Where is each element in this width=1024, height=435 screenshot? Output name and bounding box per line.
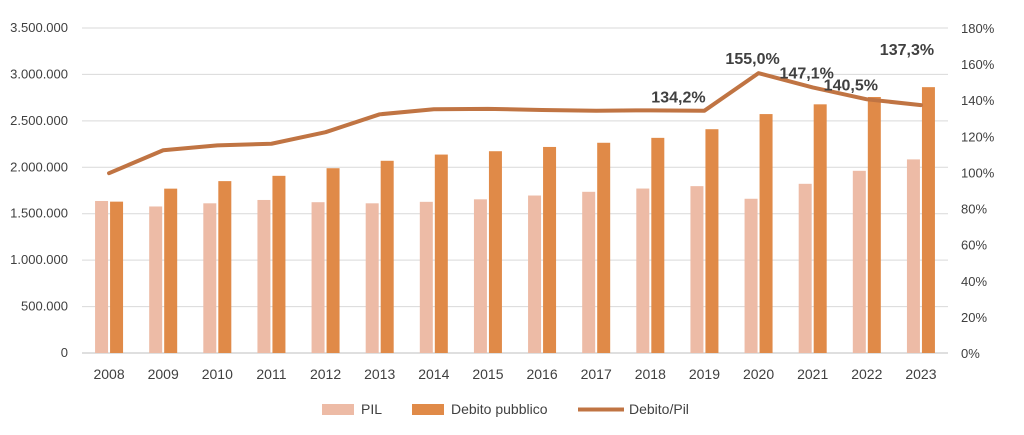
data-label: 137,3%: [880, 42, 934, 59]
legend-label-pil: PIL: [361, 401, 382, 417]
bar-debito-pubblico: [597, 142, 611, 353]
bar-debito-pubblico: [218, 181, 232, 353]
legend: PIL Debito pubblico Debito/Pil: [322, 401, 689, 417]
data-label: 140,5%: [824, 77, 878, 94]
bar-debito-pubblico: [488, 151, 502, 353]
left-tick-label: 1.500.000: [10, 206, 68, 221]
category-label: 2011: [256, 366, 286, 382]
bar-pil: [419, 201, 433, 353]
data-labels: 134,2% 155,0%147,1%140,5% 137,3%: [651, 42, 934, 107]
bar-debito-pubblico: [434, 154, 448, 353]
category-label: 2020: [743, 366, 774, 382]
right-tick-label: 40%: [961, 274, 987, 289]
right-tick-label: 0%: [961, 346, 980, 361]
bar-pil: [744, 198, 758, 353]
bar-pil: [798, 183, 812, 353]
bar-pil: [906, 159, 920, 353]
line-debito-pil: [107, 71, 923, 176]
bar-pil: [473, 199, 487, 353]
bar-pil: [528, 195, 542, 353]
legend-swatch-pil: [322, 404, 354, 415]
category-label: 2016: [526, 366, 557, 382]
category-label: 2013: [364, 366, 395, 382]
left-tick-label: 500.000: [21, 299, 68, 314]
right-tick-label: 60%: [961, 238, 987, 253]
left-tick-label: 3.000.000: [10, 66, 68, 81]
legend-label-debito-pil: Debito/Pil: [629, 401, 689, 417]
right-tick-label: 20%: [961, 310, 987, 325]
category-label: 2022: [851, 366, 882, 382]
bar-debito-pubblico: [759, 114, 773, 353]
data-label: 147,1%: [780, 65, 834, 82]
bar-debito-pubblico: [867, 96, 881, 353]
category-label: 2018: [635, 366, 666, 382]
left-axis-ticks: 0 500.000 1.000.000 1.500.000 2.000.000 2.500…: [10, 20, 68, 360]
right-tick-label: 140%: [961, 93, 995, 108]
right-tick-label: 120%: [961, 129, 995, 144]
right-tick-label: 80%: [961, 202, 987, 217]
left-tick-label: 2.500.000: [10, 113, 68, 128]
category-label: 2010: [202, 366, 233, 382]
legend-label-debito-pubblico: Debito pubblico: [451, 401, 548, 417]
category-label: 2015: [472, 366, 503, 382]
category-label: 2008: [93, 366, 124, 382]
data-label: 134,2%: [651, 90, 705, 107]
legend-swatch-debito-pubblico: [412, 404, 444, 415]
bar-debito-pubblico: [272, 175, 286, 353]
bar-pil: [95, 200, 109, 353]
bar-debito-pubblico: [705, 129, 719, 353]
left-tick-label: 1.000.000: [10, 252, 68, 267]
right-axis-ticks: 0% 20% 40% 60% 80% 100% 120% 140% 160% 180%: [961, 21, 995, 361]
bar-pil: [257, 199, 271, 353]
category-label: 2014: [418, 366, 449, 382]
bar-pil: [852, 170, 866, 353]
left-tick-label: 3.500.000: [10, 20, 68, 35]
bar-debito-pubblico: [543, 146, 557, 353]
bar-pil: [365, 203, 379, 353]
bar-debito-pubblico: [164, 188, 178, 353]
right-tick-label: 180%: [961, 21, 995, 36]
category-label: 2017: [581, 366, 612, 382]
category-label: 2019: [689, 366, 720, 382]
bar-debito-pubblico: [326, 168, 340, 353]
bars: [95, 87, 935, 354]
bar-debito-pubblico: [813, 104, 827, 353]
bar-pil: [690, 186, 704, 353]
bar-debito-pubblico: [921, 87, 935, 354]
right-tick-label: 160%: [961, 57, 995, 72]
data-label: 155,0%: [725, 51, 779, 68]
bar-pil: [149, 206, 163, 353]
bar-pil: [203, 203, 217, 353]
bar-debito-pubblico: [110, 201, 124, 353]
bar-debito-pubblico: [651, 137, 665, 353]
category-label: 2009: [148, 366, 179, 382]
left-tick-label: 0: [61, 345, 68, 360]
category-label: 2012: [310, 366, 341, 382]
right-tick-label: 100%: [961, 165, 995, 180]
bar-pil: [636, 188, 650, 353]
bar-pil: [311, 202, 325, 353]
category-labels: 2008 2009 2010 2011 2012 2013 2014 2015 2016 2017…: [93, 366, 936, 382]
category-label: 2021: [797, 366, 828, 382]
category-label: 2023: [905, 366, 936, 382]
bar-pil: [582, 191, 596, 353]
bar-debito-pubblico: [380, 160, 394, 353]
left-tick-label: 2.000.000: [10, 159, 68, 174]
ratio-line: [107, 71, 923, 176]
